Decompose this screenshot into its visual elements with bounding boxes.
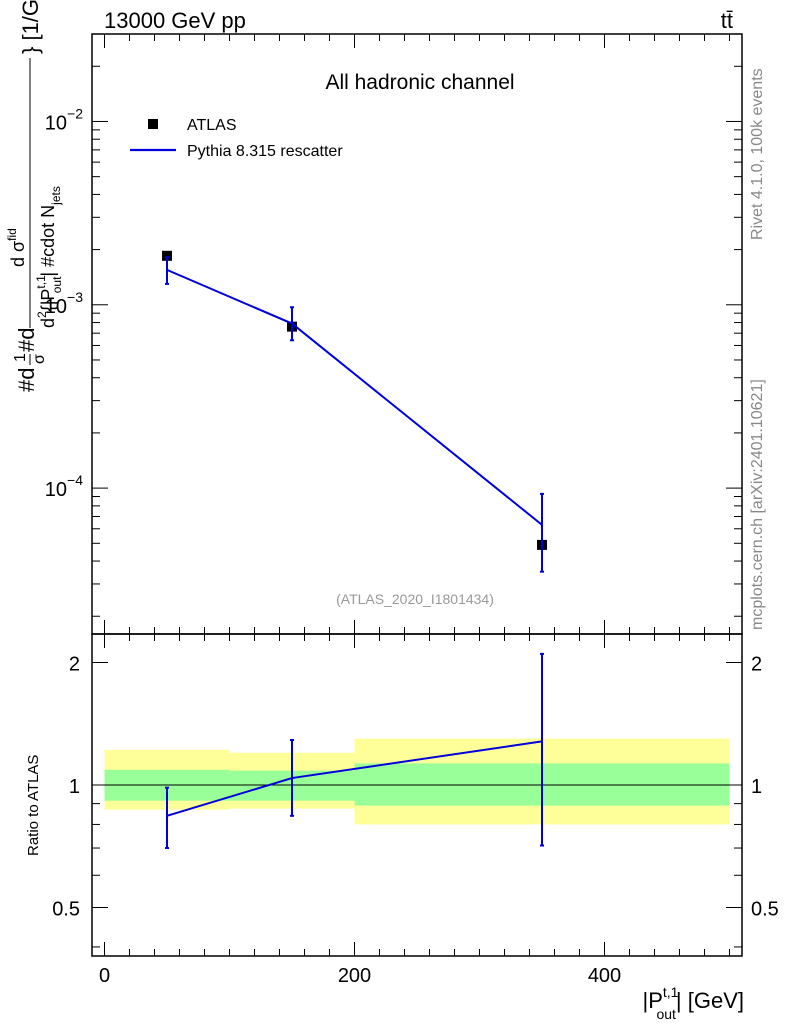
main-y-tick-label: 10−3 [45,289,83,318]
x-axis-label: |Pt,1 out| [GeV] [642,984,744,1022]
main-ticks: 10−2 10−3 10−4 [45,33,742,634]
ylabel-bottom-pre: d [38,318,58,328]
ylabel-frac-b: 1 [12,353,29,362]
ratio-y-tick-label: 1 [69,776,80,798]
ylabel-frac-c: σ [31,354,48,364]
svg-text:#d: #d [14,368,39,392]
ratio-series [165,652,544,850]
ylabel-mid: #d [14,328,39,352]
ratio-y-axis-label: Ratio to ATLAS [25,755,42,856]
legend-marker-atlas [148,119,158,129]
ratio-y-tick-label: 0.5 [52,898,80,920]
ratio-ticks: 0 200 400 0.5 0.5 1 1 2 2 [52,634,779,987]
svg-text:} [1/GeV]: } [1/GeV] [18,0,43,54]
svg-text:σ: σ [31,354,48,364]
legend: ATLAS Pythia 8.315 rescatter [130,117,343,160]
xlabel-sub: out [656,1006,676,1022]
analysis-id-label: (ATLAS_2020_I1801434) [336,591,494,607]
ratio-y-tick-label-right: 1 [751,776,762,798]
x-tick-label: 200 [338,965,371,987]
svg-text:#d: #d [14,328,39,352]
ylabel-bottom-sup: t,1 [34,275,48,289]
main-series [162,250,547,573]
main-y-axis-label: #d 1 σ #d d σfid d2{|Pt,1 out| #cdot Njet… [5,0,64,392]
pythia-line [166,268,543,526]
xlabel-sup: t,1 [663,984,679,1000]
ylabel-bottom-sup2: 2 [35,311,49,318]
header-energy-label: 13000 GeV pp [104,8,246,33]
x-tick-label: 400 [588,965,621,987]
x-tick-label: 0 [99,965,110,987]
ratio-y-tick-label-right: 2 [751,654,762,676]
ratio-panel: 0 200 400 0.5 0.5 1 1 2 2 [52,633,779,987]
ylabel-frac-a: #d [14,368,39,392]
legend-label-pythia: Pythia 8.315 rescatter [187,143,343,160]
main-panel: 10−2 10−3 10−4 All hadronic channel (ATLAS… [45,33,743,635]
ratio-panel-frame [91,633,743,957]
main-y-tick-label: 10−2 [45,105,83,134]
chart-title: All hadronic channel [325,71,514,94]
ratio-y-tick-label: 2 [69,654,80,676]
svg-text:1: 1 [12,353,29,362]
ylabel-bottom-sub2: jets [49,186,63,206]
ylabel-bottom-main: {|P [38,289,58,312]
xlabel-pre: |P [642,988,662,1013]
rivet-version-label: Rivet 4.1.0, 100k events [749,68,766,240]
xlabel-post: | [GeV] [676,988,744,1013]
ylabel-bottom-sub: out [50,276,64,293]
main-y-tick-label: 10−4 [45,472,83,501]
ratio-bands [92,738,742,825]
atlas-data-point [162,250,172,261]
ylabel-units: } [1/GeV] [18,0,43,54]
ylabel-top-sup: fid [5,228,19,241]
legend-label-atlas: ATLAS [187,117,237,134]
ylabel-top: d σ [8,241,28,267]
ylabel-bottom-post: | #cdot N [38,205,58,277]
svg-text:d σfid: d σfid [5,228,28,267]
header-process-label: tt̄ [721,8,733,33]
ratio-y-tick-label-right: 0.5 [751,898,779,920]
mcplots-source-label: mcplots.cern.ch [arXiv:2401.10621] [749,379,766,630]
